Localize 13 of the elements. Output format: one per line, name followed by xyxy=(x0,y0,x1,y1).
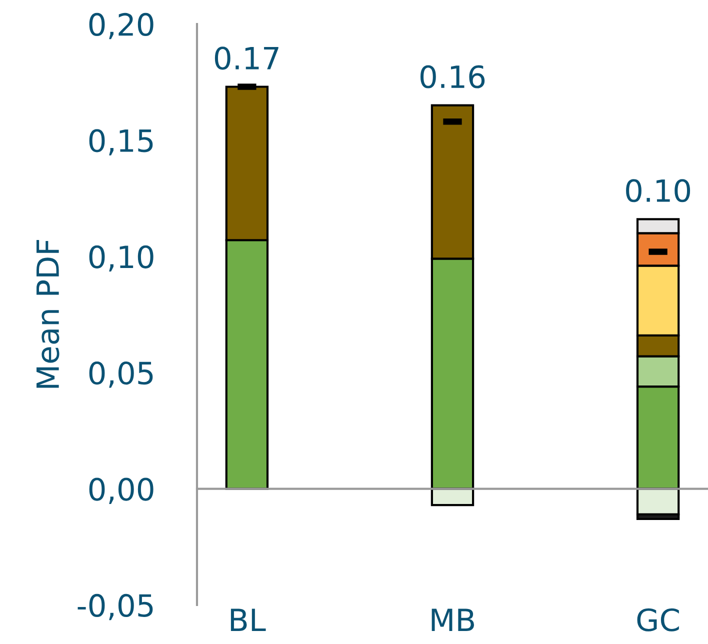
y-tick-label: 0,15 xyxy=(89,129,153,156)
y-tick-label: 0,05 xyxy=(89,362,153,388)
y-tick-label: 0,20 xyxy=(89,12,154,40)
x-tick-label: GC xyxy=(637,608,679,632)
x-tick-label: BL xyxy=(230,608,266,631)
total-label: 0.17 xyxy=(214,46,278,70)
y-tick-label: 0,10 xyxy=(89,245,154,272)
total-label: 0.10 xyxy=(626,179,690,202)
y-tick-label: -0,05 xyxy=(78,594,153,620)
y-axis-title: Mean PDF xyxy=(36,240,60,388)
total-label: 0.16 xyxy=(420,65,485,88)
y-tick-label: 0,00 xyxy=(89,478,154,504)
x-tick-label: MB xyxy=(432,608,474,631)
